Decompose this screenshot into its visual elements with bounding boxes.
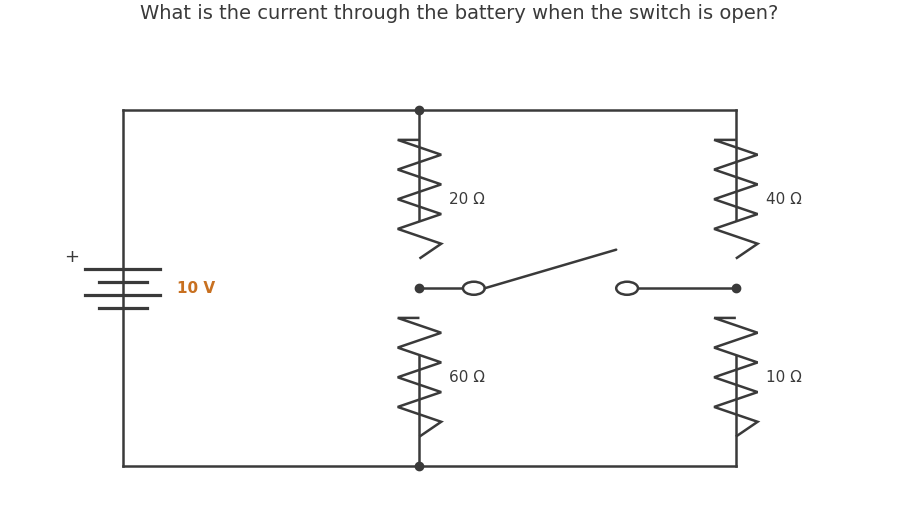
Circle shape bbox=[616, 282, 638, 295]
Text: 10 Ω: 10 Ω bbox=[766, 370, 801, 385]
Text: 10 V: 10 V bbox=[177, 281, 216, 296]
Circle shape bbox=[463, 282, 485, 295]
Text: +: + bbox=[64, 248, 79, 266]
Text: 60 Ω: 60 Ω bbox=[449, 370, 485, 385]
Text: 40 Ω: 40 Ω bbox=[766, 191, 801, 207]
Text: 20 Ω: 20 Ω bbox=[449, 191, 485, 207]
Title: What is the current through the battery when the switch is open?: What is the current through the battery … bbox=[140, 4, 778, 23]
